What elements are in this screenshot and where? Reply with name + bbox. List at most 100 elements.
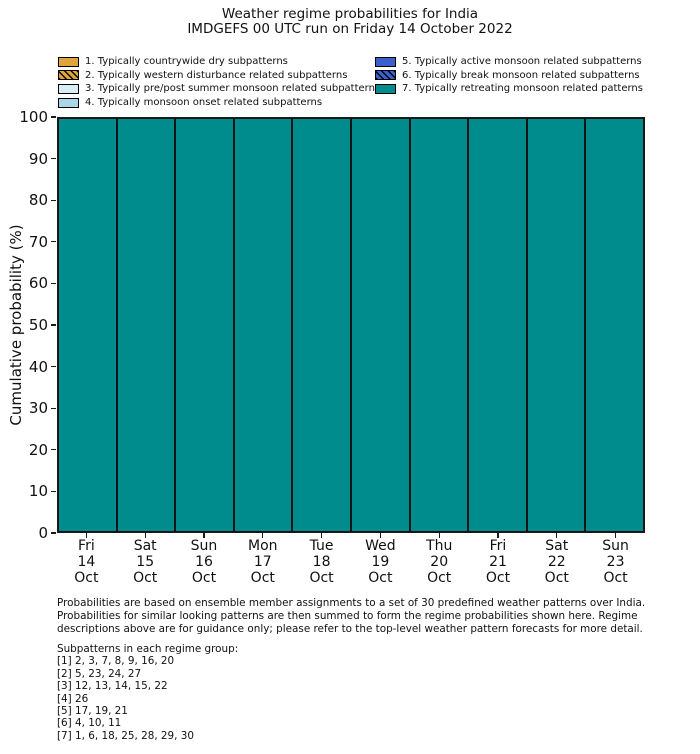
- footer-note: Probabilities are based on ensemble memb…: [57, 597, 645, 636]
- legend-item: 2. Typically western disturbance related…: [58, 69, 374, 83]
- x-axis-tick: [438, 533, 440, 538]
- stacked-bar: [116, 118, 176, 532]
- chart-title: Weather regime probabilities for India: [221, 6, 479, 22]
- x-axis-tick: [497, 533, 499, 538]
- stacked-bar: [409, 118, 469, 532]
- legend-item: 5. Typically active monsoon related subp…: [375, 55, 675, 69]
- subpatterns-line: [2] 5, 23, 24, 27: [57, 667, 142, 680]
- subpatterns-line: [3] 12, 13, 14, 15, 22: [57, 680, 168, 693]
- y-axis-tick-label: 30: [28, 399, 48, 418]
- regime-7-swatch-icon: [375, 83, 396, 94]
- x-axis-tick-label: Tue 18 Oct: [309, 538, 334, 586]
- x-axis-tick: [321, 533, 323, 538]
- x-axis-tick: [144, 533, 146, 538]
- bar-segment-regime-7: [526, 118, 586, 532]
- y-axis-tick-label: 40: [28, 357, 48, 376]
- regime-3-swatch-icon: [58, 83, 79, 94]
- subpatterns-line: [6] 4, 10, 11: [57, 717, 122, 730]
- y-axis-tick: [51, 532, 56, 534]
- bar-segment-regime-7: [409, 118, 469, 532]
- y-axis-tick: [51, 282, 56, 284]
- stacked-bar: [292, 118, 351, 532]
- stacked-bar: [468, 118, 527, 532]
- regime-5-swatch-icon: [375, 56, 396, 67]
- x-axis-tick-label: Sat 22 Oct: [544, 538, 569, 586]
- y-axis-tick-label: 70: [28, 232, 48, 251]
- footer-line: Probabilities are based on ensemble memb…: [57, 597, 646, 609]
- bar-segment-regime-7: [292, 118, 351, 532]
- y-axis-tick-label: 50: [28, 316, 48, 334]
- y-axis-tick-label: 20: [28, 440, 48, 459]
- y-axis-tick: [51, 116, 56, 118]
- bar-segment-regime-7: [58, 118, 117, 532]
- bar-segment-regime-7: [233, 118, 293, 532]
- legend-column-right: 5. Typically active monsoon related subp…: [375, 55, 675, 96]
- stacked-bar: [58, 118, 117, 532]
- legend-item-label: 6. Typically break monsoon related subpa…: [402, 69, 640, 81]
- x-axis-tick-label: Fri 21 Oct: [485, 538, 511, 586]
- regime-1-swatch-icon: [58, 56, 79, 67]
- legend-item-label: 3. Typically pre/post summer monsoon rel…: [85, 83, 381, 95]
- y-axis-tick: [51, 366, 56, 368]
- legend-item: 6. Typically break monsoon related subpa…: [375, 69, 675, 83]
- subpatterns-line: [7] 1, 6, 18, 25, 28, 29, 30: [57, 729, 194, 742]
- legend-item: 1. Typically countrywide dry subpatterns: [58, 55, 374, 69]
- x-axis-tick: [203, 533, 205, 538]
- bar-segment-regime-7: [116, 118, 176, 532]
- x-axis-tick-label: Fri 14 Oct: [74, 538, 99, 586]
- y-axis-tick: [51, 449, 56, 451]
- stacked-bar: [526, 118, 586, 532]
- subpatterns-list: Subpatterns in each regime group: [1] 2, …: [57, 643, 238, 742]
- stacked-bar: [233, 118, 293, 532]
- footer-line: Probabilities for similar looking patter…: [57, 610, 638, 622]
- y-axis-tick: [51, 490, 56, 492]
- x-axis-tick-label: Sun 16 Oct: [190, 538, 218, 586]
- subpatterns-line: [5] 17, 19, 21: [57, 705, 128, 718]
- x-axis-tick: [556, 533, 558, 538]
- y-axis-tick: [51, 199, 56, 201]
- plot-area: [57, 117, 645, 533]
- subpatterns-heading: Subpatterns in each regime group:: [57, 643, 239, 655]
- y-axis-tick-label: 0: [38, 524, 48, 542]
- chart-subtitle: IMDGEFS 00 UTC run on Friday 14 October …: [187, 21, 513, 37]
- x-axis-tick-label: Sat 15 Oct: [133, 538, 158, 586]
- x-axis-tick: [262, 533, 264, 538]
- legend-item: 4. Typically monsoon onset related subpa…: [58, 96, 374, 110]
- bar-segment-regime-7: [468, 118, 527, 532]
- legend-item-label: 1. Typically countrywide dry subpatterns: [85, 56, 288, 68]
- bar-segment-regime-7: [350, 118, 410, 532]
- y-axis-tick-label: 80: [28, 191, 48, 210]
- x-axis-tick-label: Wed 19 Oct: [365, 538, 396, 586]
- y-axis-tick-label: 60: [28, 274, 48, 293]
- y-axis-tick-label: 90: [28, 149, 48, 168]
- legend-item-label: 2. Typically western disturbance related…: [85, 69, 348, 81]
- legend-column-left: 1. Typically countrywide dry subpatterns…: [58, 55, 380, 110]
- y-axis-tick: [51, 241, 56, 243]
- x-axis-tick-label: Thu 20 Oct: [426, 538, 453, 586]
- y-axis-tick: [51, 407, 56, 409]
- x-axis-tick: [379, 533, 381, 538]
- regime-2-swatch-icon: [58, 70, 79, 81]
- x-axis-tick-label: Sun 23 Oct: [602, 538, 629, 586]
- x-axis-tick-label: Mon 17 Oct: [248, 538, 278, 586]
- y-axis-tick: [51, 324, 56, 326]
- bar-segment-regime-7: [585, 118, 644, 532]
- regime-6-swatch-icon: [375, 70, 396, 81]
- y-axis-tick: [51, 158, 56, 160]
- y-axis-tick-label: 10: [28, 482, 48, 501]
- bar-segment-regime-7: [175, 118, 234, 532]
- subpatterns-line: [4] 26: [57, 692, 89, 705]
- legend-item-label: 5. Typically active monsoon related subp…: [402, 56, 642, 68]
- stacked-bar: [585, 118, 644, 532]
- y-axis-tick-label: 100: [19, 108, 48, 126]
- subpatterns-line: [1] 2, 3, 7, 8, 9, 16, 20: [57, 655, 175, 668]
- footer-line: descriptions above are for guidance only…: [57, 623, 643, 635]
- x-axis-tick: [85, 533, 87, 538]
- legend-item: 7. Typically retreating monsoon related …: [375, 82, 675, 96]
- x-axis-tick: [615, 533, 617, 538]
- stacked-bar: [175, 118, 234, 532]
- legend-item: 3. Typically pre/post summer monsoon rel…: [58, 82, 380, 96]
- stacked-bar: [350, 118, 410, 532]
- legend-item-label: 7. Typically retreating monsoon related …: [402, 83, 643, 95]
- legend-item-label: 4. Typically monsoon onset related subpa…: [85, 97, 323, 109]
